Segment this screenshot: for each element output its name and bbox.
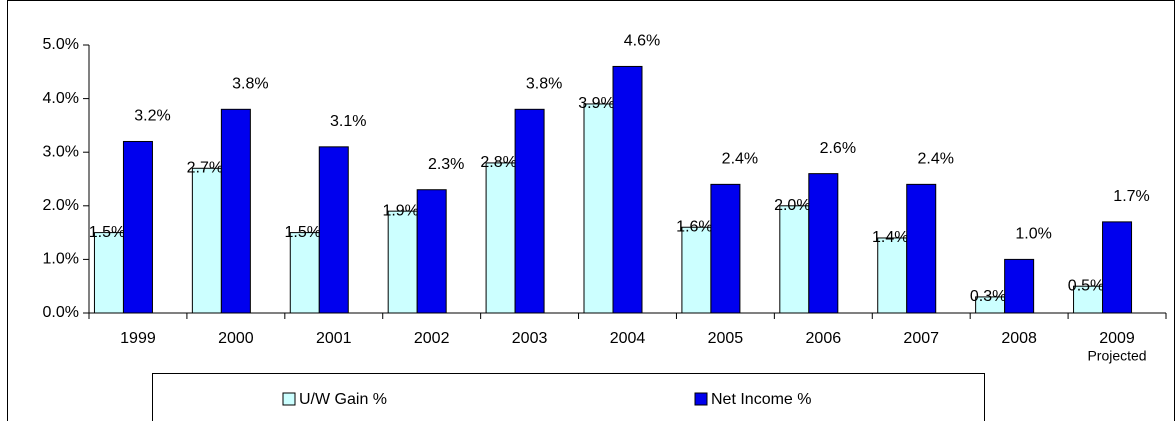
y-tick-label: 4.0% [43, 90, 79, 107]
value-label: 2.4% [722, 151, 758, 168]
y-tick-label: 1.0% [43, 251, 79, 268]
value-label: 1.6% [676, 218, 712, 235]
value-label: 1.0% [1015, 226, 1051, 243]
x-tick-label: 2002 [414, 330, 450, 347]
value-label: 2.8% [480, 154, 516, 171]
value-label: 0.3% [970, 288, 1006, 305]
x-tick-label: 2003 [512, 330, 548, 347]
y-tick-label: 3.0% [43, 143, 79, 160]
bar [779, 205, 810, 314]
value-label: 1.5% [285, 224, 321, 241]
x-tick-label: 2007 [903, 330, 939, 347]
legend-label: U/W Gain % [299, 391, 387, 408]
bar [681, 226, 712, 314]
bar [387, 210, 418, 314]
legend-swatch [694, 392, 708, 406]
bar [191, 167, 222, 314]
value-label: 2.7% [187, 159, 223, 176]
bar [808, 173, 839, 314]
value-label: 4.6% [624, 33, 660, 50]
legend-label: Net Income % [711, 391, 811, 408]
bar [289, 232, 320, 314]
bar [220, 108, 251, 314]
value-label: 3.2% [134, 108, 170, 125]
bar [93, 232, 124, 314]
value-label: 3.9% [578, 95, 614, 112]
y-tick-label: 5.0% [43, 36, 79, 53]
value-label: 3.8% [526, 76, 562, 93]
value-label: 2.0% [774, 197, 810, 214]
value-label: 2.6% [820, 140, 856, 157]
x-tick-label: 2004 [610, 330, 646, 347]
bar [906, 183, 937, 314]
bar [1073, 285, 1104, 314]
legend-swatch [282, 392, 296, 406]
y-tick-label: 0.0% [43, 304, 79, 321]
chart-frame [7, 0, 1175, 421]
bar [318, 146, 349, 314]
x-tick-label: 2008 [1001, 330, 1037, 347]
bar [514, 108, 545, 314]
value-label: 2.3% [428, 156, 464, 173]
bar [1102, 221, 1133, 314]
bar [122, 140, 153, 314]
x-tick-label: 2000 [218, 330, 254, 347]
bar [416, 189, 447, 314]
value-label: 1.4% [872, 229, 908, 246]
x-tick-label: 2005 [708, 330, 744, 347]
x-tick-label: 2001 [316, 330, 352, 347]
bar [485, 162, 516, 314]
bar [710, 183, 741, 314]
x-tick-label: 2009 [1099, 330, 1135, 347]
value-label: 1.5% [89, 224, 125, 241]
x-annotation: Projected [1087, 348, 1146, 364]
value-label: 1.7% [1113, 188, 1149, 205]
bar [612, 65, 643, 314]
x-tick-label: 1999 [120, 330, 156, 347]
value-label: 2.4% [917, 151, 953, 168]
y-tick-label: 2.0% [43, 197, 79, 214]
legend-box [152, 373, 985, 421]
value-label: 0.5% [1068, 277, 1104, 294]
bar [877, 237, 908, 314]
value-label: 3.1% [330, 113, 366, 130]
bar [583, 103, 614, 314]
value-label: 1.9% [382, 202, 418, 219]
bar [1004, 258, 1035, 314]
value-label: 3.8% [232, 76, 268, 93]
x-tick-label: 2006 [806, 330, 842, 347]
